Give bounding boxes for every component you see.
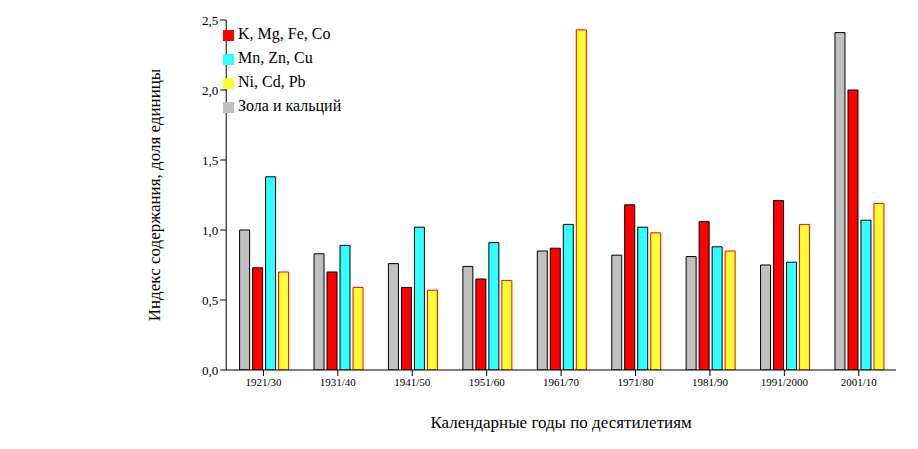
svg-text:0,0: 0,0 (202, 363, 218, 378)
svg-text:1,0: 1,0 (202, 223, 218, 238)
svg-text:1971/80: 1971/80 (617, 376, 654, 388)
svg-text:Индекс содержания, доля единиц: Индекс содержания, доля единицы (145, 68, 164, 321)
svg-text:1931/40: 1931/40 (320, 376, 357, 388)
html-text:Mn, Zn, Cu: Mn, Zn, Cu (238, 49, 313, 66)
svg-text:2001/10: 2001/10 (841, 376, 878, 388)
html-text:K, Mg, Fe, Co: K, Mg, Fe, Co (238, 25, 331, 42)
svg-text:2,5: 2,5 (202, 13, 218, 28)
svg-text:0,5: 0,5 (202, 293, 218, 308)
html-text:Ni, Cd, Pb: Ni, Cd, Pb (238, 73, 306, 90)
svg-text:1921/30: 1921/30 (245, 376, 282, 388)
html-text:Зола и кальций: Зола и кальций (238, 97, 342, 114)
svg-text:1941/50: 1941/50 (394, 376, 431, 388)
svg-text:2,0: 2,0 (202, 83, 218, 98)
svg-text:1991/2000: 1991/2000 (761, 376, 809, 388)
svg-text:Календарные годы по десятилети: Календарные годы по десятилетиям (430, 413, 692, 432)
svg-text:1981/90: 1981/90 (692, 376, 729, 388)
svg-text:1951/60: 1951/60 (469, 376, 506, 388)
svg-text:1,5: 1,5 (202, 153, 218, 168)
svg-text:1961/70: 1961/70 (543, 376, 580, 388)
